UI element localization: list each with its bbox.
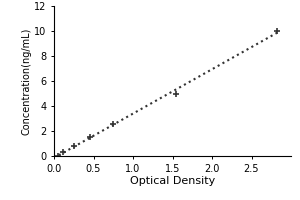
Y-axis label: Concentration(ng/mL): Concentration(ng/mL)	[21, 27, 31, 135]
X-axis label: Optical Density: Optical Density	[130, 176, 215, 186]
